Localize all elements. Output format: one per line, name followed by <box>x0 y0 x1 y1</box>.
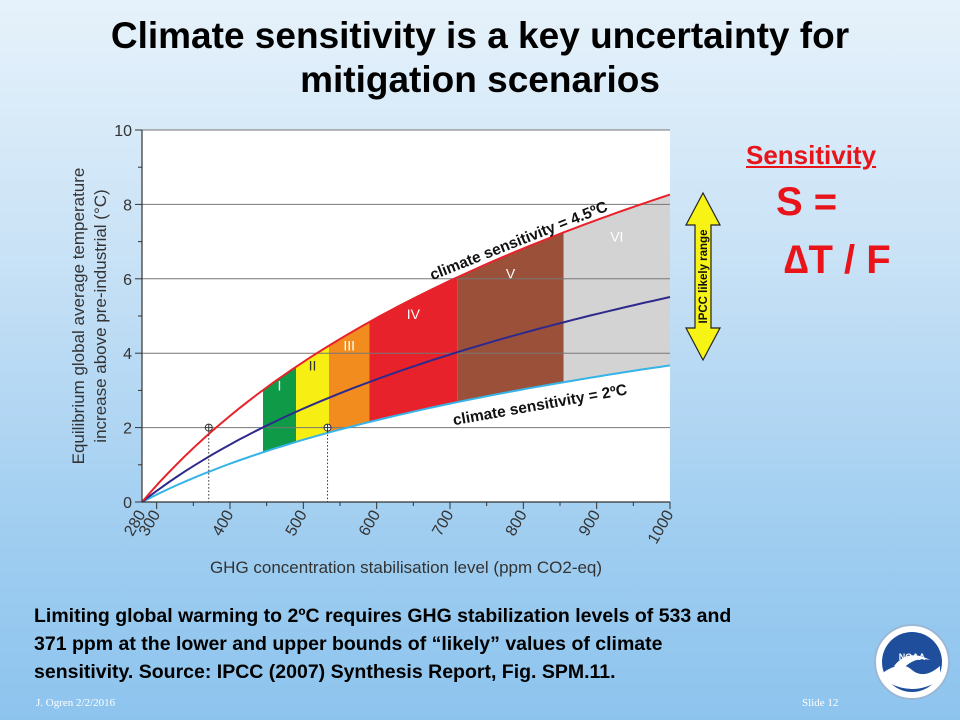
category-band-IV <box>369 277 458 422</box>
x-tick-label-400: 400 <box>209 507 237 539</box>
title-line-2: mitigation scenarios <box>300 59 660 100</box>
y-tick-label-2: 2 <box>123 421 132 438</box>
category-band-VI <box>563 194 670 383</box>
lower-sensitivity-curve <box>141 364 671 503</box>
y-tick-label-6: 6 <box>123 272 132 289</box>
y-axis-label-line-2: increase above pre-industrial (°C) <box>91 189 110 442</box>
likely-range-arrow: IPCC likely range <box>685 191 721 362</box>
y-axis-label-line-1: Equilibrium global average temperature <box>69 168 88 465</box>
likely-range-double-arrow <box>685 191 721 362</box>
equation-line-1: S = <box>776 180 838 224</box>
footer-author: J. Ogren 2/2/2016 <box>36 697 116 709</box>
footer-slide-number: Slide 12 <box>802 697 839 709</box>
x-tick-label-600: 600 <box>356 507 384 539</box>
category-label-III: III <box>343 337 355 353</box>
x-tick-label-500: 500 <box>283 507 311 539</box>
sensitivity-curves <box>141 193 671 503</box>
category-band-II <box>296 345 329 442</box>
title-line-1: Climate sensitivity is a key uncertainty… <box>110 15 850 56</box>
x-tick-label-700: 700 <box>429 507 457 539</box>
best-estimate-curve <box>141 296 671 503</box>
y-tick-label-0: 0 <box>123 495 132 512</box>
category-label-IV: IV <box>407 306 421 322</box>
gridlines <box>142 129 670 429</box>
x-tick-label-900: 900 <box>576 507 604 539</box>
y-tick-label-10: 10 <box>114 123 132 140</box>
sensitivity-heading: Sensitivity <box>746 140 877 170</box>
category-band-V <box>457 232 564 403</box>
slide-title: Climate sensitivity is a key uncertainty… <box>0 14 960 102</box>
x-tick-label-1000: 1000 <box>645 507 678 546</box>
category-label-V: V <box>506 266 516 282</box>
noaa-logo: NOAA <box>874 624 950 700</box>
caption: Limiting global warming to 2ºC requires … <box>34 602 914 686</box>
category-band-I <box>263 366 296 453</box>
likely-range-label: IPCC likely range <box>698 230 710 324</box>
category-band-III <box>329 322 370 433</box>
category-label-VI: VI <box>610 229 623 245</box>
category-label-I: I <box>278 378 282 394</box>
caption-line-1: Limiting global warming to 2ºC requires … <box>34 605 732 627</box>
x-axis-label: GHG concentration stabilisation level (p… <box>210 558 602 577</box>
y-tick-label-8: 8 <box>123 197 132 214</box>
y-tick-label-4: 4 <box>123 346 132 363</box>
logo-text: NOAA <box>899 652 926 662</box>
category-label-II: II <box>309 358 317 374</box>
caption-line-2: 371 ppm at the lower and upper bounds of… <box>34 633 663 655</box>
caption-line-3: sensitivity. Source: IPCC (2007) Synthes… <box>34 661 616 683</box>
upper-sensitivity-curve <box>141 193 671 503</box>
x-tick-label-800: 800 <box>503 507 531 539</box>
equation-line-2: ∆T / F <box>784 238 891 282</box>
